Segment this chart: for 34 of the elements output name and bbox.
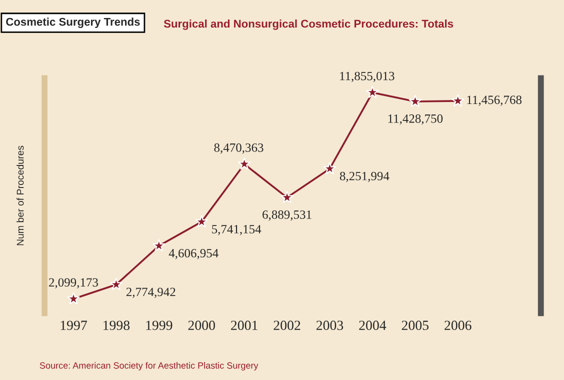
data-label: 11,855,013 — [340, 72, 394, 82]
data-label: 4,606,954 — [168, 248, 218, 260]
data-label: 11,428,750 — [388, 114, 443, 125]
data-label: 6,889,531 — [262, 210, 312, 221]
data-label: 8,251,994 — [340, 172, 390, 182]
point — [323, 162, 336, 174]
point — [66, 292, 80, 304]
x-tick-label: 2001 — [231, 320, 258, 330]
point — [408, 94, 422, 108]
point — [451, 94, 464, 107]
x-tick-label: 2004 — [359, 320, 386, 330]
x-tick-label: 2002 — [274, 320, 300, 330]
chart-title: Cosmetic Surgery Trends — [6, 18, 140, 28]
x-tick-label: 2006 — [444, 320, 472, 330]
point — [195, 215, 208, 228]
point — [110, 278, 123, 290]
point — [152, 239, 166, 252]
point — [280, 190, 294, 204]
chart-subtitle: Surgical and Nonsurgical Cosmetic Procedures: Totals — [164, 19, 454, 30]
x-tick-label: 1997 — [60, 320, 87, 330]
x-tick-label: 2003 — [316, 320, 344, 330]
data-label: 5,741,154 — [212, 225, 262, 236]
y-axis-title: Num ber of Procedures — [16, 146, 24, 246]
data-label: 2,099,173 — [49, 278, 98, 288]
data-label: 8,470,363 — [214, 143, 264, 154]
x-tick-label: 1998 — [104, 320, 130, 330]
point — [238, 157, 251, 170]
x-tick-label: 1999 — [146, 320, 172, 330]
point — [366, 86, 379, 98]
data-label: 2,774,942 — [126, 288, 176, 298]
data-label: 11,456,768 — [467, 96, 522, 106]
x-tick-label: 2005 — [402, 320, 429, 330]
x-tick-label: 2000 — [188, 320, 215, 330]
source-note: Source: American Society for Aesthetic Plastic Surgery — [40, 362, 258, 370]
